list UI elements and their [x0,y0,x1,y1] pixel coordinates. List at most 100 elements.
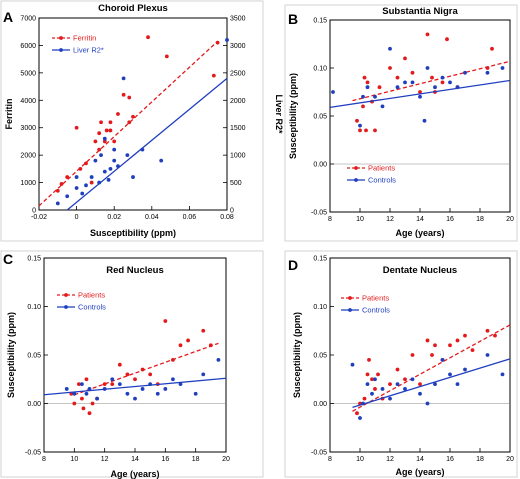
panel-title: Choroid Plexus [98,3,168,14]
data-point [93,158,98,163]
data-point [463,70,467,75]
legend-label: Controls [78,303,106,312]
data-point [433,85,437,90]
plot-area [329,257,511,453]
y2-tick-label: 500 [230,180,242,187]
legend: Ferritin Liver R2* [52,34,104,55]
data-point [178,382,183,386]
data-point [178,343,183,348]
legend: Patients Controls [341,294,390,315]
data-point [121,76,126,81]
data-point [116,112,120,116]
data-point [355,411,359,416]
data-point [104,128,109,133]
data-point [201,372,206,377]
data-point [355,118,359,123]
y-tick-label: 0.15 [27,256,41,263]
data-point [425,338,430,343]
data-point [485,70,490,75]
data-point [485,353,490,357]
panel-title: Substantia Nigra [382,6,458,17]
x-tick-label: 0.02 [107,214,121,221]
series-liver-r2- [55,38,229,211]
panel-letter: A [3,9,13,25]
data-point [395,75,400,80]
data-point [373,377,377,382]
series-patients [352,324,511,416]
data-point [117,382,122,386]
panel-title: Dentate Nucleus [383,265,457,276]
data-point [106,177,111,182]
legend-label: Patients [368,164,395,173]
y-tick-label: 4000 [20,98,36,105]
data-point [433,382,437,386]
data-point [65,175,70,179]
y-tick-label: 0.15 [313,18,327,25]
data-point [463,367,467,372]
data-point [108,166,113,171]
data-point [380,104,385,109]
y-axis: -0.05 0.00 0.05 0.10 0.15 [25,256,48,457]
data-point [72,391,77,396]
data-point [448,372,452,377]
data-point [362,75,367,80]
data-point [440,75,445,80]
data-point [377,85,382,90]
x-tick-label: 10 [356,216,364,223]
y-tick-label: -0.05 [311,210,327,217]
y-tick-label: -0.05 [311,450,327,457]
data-point [55,188,60,193]
y-tick-label: -0.05 [25,450,41,457]
data-point [99,153,103,158]
fit-line [38,40,219,207]
data-point [131,114,135,119]
y-tick-label: 0.10 [313,304,327,311]
data-point [365,80,370,85]
x-tick-label: 8 [328,456,332,463]
y-tick-label: 0.00 [313,401,327,408]
x-tick-label: 18 [476,216,484,223]
y-tick-label: 0.10 [27,304,41,311]
panel-letter: D [288,257,298,273]
data-point [440,357,445,362]
data-point [84,161,88,166]
data-point [102,387,107,391]
data-point [440,80,445,85]
data-point [403,56,407,61]
data-point [112,147,117,152]
data-point [97,180,102,185]
panel-frame [284,4,518,242]
data-point [410,377,415,382]
data-point [448,343,452,348]
data-point [331,90,335,94]
legend-marker [59,36,63,40]
data-point [365,382,370,386]
x-tick-label: 8 [42,456,46,463]
data-point [59,182,64,186]
panel-a: -0.02 0 0.02 0.04 0.06 0.08010002000300040005… [0,0,284,242]
x-tick-label: 8 [328,216,332,223]
data-point [125,372,130,377]
y-tick-label: 0.00 [27,401,41,408]
legend-label: Patients [362,294,389,303]
data-point [64,387,69,391]
data-point [159,158,164,163]
y-tick-label: 0.05 [27,353,41,360]
legend-marker [348,308,352,312]
data-point [112,139,117,144]
plot-area [43,257,227,453]
data-point [493,333,497,338]
data-point [470,348,475,353]
data-point [74,186,79,190]
data-point [201,328,206,333]
x-axis-title: Susceptibility (ppm) [90,228,176,238]
data-point [225,38,229,42]
x-tick-label: 10 [70,456,78,463]
data-point [78,166,83,171]
data-point [89,175,94,179]
data-point [121,92,126,97]
x-tick-label: 20 [506,456,514,463]
data-point [410,80,415,85]
y2-tick-label: 2000 [230,98,246,105]
data-point [133,377,137,382]
